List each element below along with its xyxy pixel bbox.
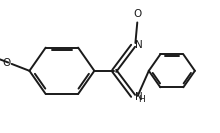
Text: H: H (138, 95, 145, 104)
Text: O: O (133, 9, 141, 19)
Text: O: O (2, 58, 11, 68)
Text: N: N (135, 92, 142, 102)
Text: N: N (135, 40, 143, 50)
